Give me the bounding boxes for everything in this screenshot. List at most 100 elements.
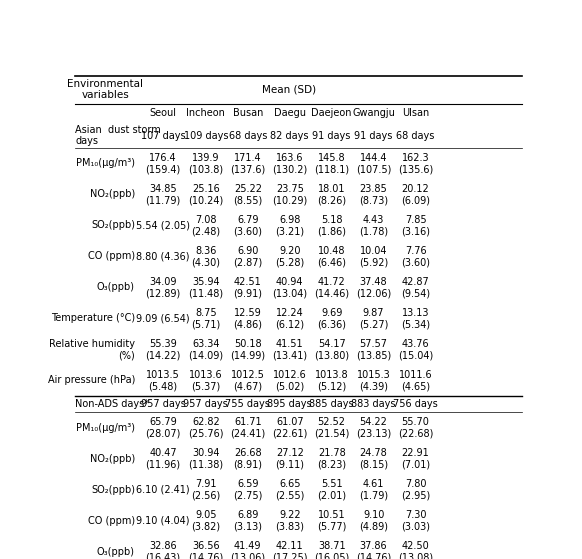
- Text: 755 days: 755 days: [225, 399, 270, 409]
- Text: 61.71
(24.41): 61.71 (24.41): [230, 417, 265, 439]
- Text: Temperature (°C): Temperature (°C): [51, 314, 135, 324]
- Text: 36.56
(14.76): 36.56 (14.76): [188, 541, 223, 559]
- Text: 63.34
(14.09): 63.34 (14.09): [188, 339, 223, 360]
- Text: 42.87
(9.54): 42.87 (9.54): [401, 277, 430, 299]
- Text: 162.3
(135.6): 162.3 (135.6): [398, 153, 433, 174]
- Text: 42.11
(17.25): 42.11 (17.25): [272, 541, 307, 559]
- Text: 1012.5
(4.67): 1012.5 (4.67): [231, 369, 265, 391]
- Text: 1013.8
(5.12): 1013.8 (5.12): [315, 369, 349, 391]
- Text: 91 days: 91 days: [313, 130, 351, 140]
- Text: PM₁₀(μg/m³): PM₁₀(μg/m³): [76, 423, 135, 433]
- Text: 25.22
(8.55): 25.22 (8.55): [233, 184, 262, 205]
- Text: 26.68
(8.91): 26.68 (8.91): [233, 448, 262, 470]
- Text: Ulsan: Ulsan: [402, 108, 429, 119]
- Text: 54.22
(23.13): 54.22 (23.13): [356, 417, 391, 439]
- Text: 27.12
(9.11): 27.12 (9.11): [275, 448, 304, 470]
- Text: 9.22
(3.83): 9.22 (3.83): [275, 510, 304, 532]
- Text: NO₂(ppb): NO₂(ppb): [90, 454, 135, 464]
- Text: PM₁₀(μg/m³): PM₁₀(μg/m³): [76, 159, 135, 168]
- Text: Environmental
variables: Environmental variables: [68, 79, 143, 101]
- Text: 40.47
(11.96): 40.47 (11.96): [146, 448, 180, 470]
- Text: 957 days: 957 days: [141, 399, 185, 409]
- Text: 6.98
(3.21): 6.98 (3.21): [275, 215, 304, 236]
- Text: 40.94
(13.04): 40.94 (13.04): [272, 277, 307, 299]
- Text: 12.24
(6.12): 12.24 (6.12): [275, 307, 304, 329]
- Text: CO (ppm): CO (ppm): [88, 516, 135, 526]
- Text: 163.6
(130.2): 163.6 (130.2): [272, 153, 307, 174]
- Text: 107 days: 107 days: [141, 130, 185, 140]
- Text: NO₂(ppb): NO₂(ppb): [90, 190, 135, 200]
- Text: 8.80 (4.36): 8.80 (4.36): [136, 252, 190, 262]
- Text: 7.85
(3.16): 7.85 (3.16): [401, 215, 430, 236]
- Text: 18.01
(8.26): 18.01 (8.26): [317, 184, 346, 205]
- Text: 9.87
(5.27): 9.87 (5.27): [359, 307, 388, 329]
- Text: 9.09 (6.54): 9.09 (6.54): [136, 314, 190, 324]
- Text: 9.05
(3.82): 9.05 (3.82): [191, 510, 221, 532]
- Text: 8.36
(4.30): 8.36 (4.30): [191, 245, 221, 267]
- Text: Incheon: Incheon: [186, 108, 225, 119]
- Text: Daejeon: Daejeon: [311, 108, 352, 119]
- Text: 62.82
(25.76): 62.82 (25.76): [188, 417, 223, 439]
- Text: 10.48
(6.46): 10.48 (6.46): [317, 245, 346, 267]
- Text: 6.90
(2.87): 6.90 (2.87): [233, 245, 262, 267]
- Text: 756 days: 756 days: [393, 399, 438, 409]
- Text: Busan: Busan: [233, 108, 263, 119]
- Text: 55.70
(22.68): 55.70 (22.68): [398, 417, 433, 439]
- Text: 957 days: 957 days: [183, 399, 228, 409]
- Text: 50.18
(14.99): 50.18 (14.99): [230, 339, 265, 360]
- Text: 1013.5
(5.48): 1013.5 (5.48): [146, 369, 180, 391]
- Text: 61.07
(22.61): 61.07 (22.61): [272, 417, 307, 439]
- Text: 895 days: 895 days: [267, 399, 312, 409]
- Text: 34.09
(12.89): 34.09 (12.89): [146, 277, 180, 299]
- Text: 144.4
(107.5): 144.4 (107.5): [356, 153, 391, 174]
- Text: 1011.6
(4.65): 1011.6 (4.65): [399, 369, 432, 391]
- Text: O₃(ppb): O₃(ppb): [97, 547, 135, 557]
- Text: 41.51
(13.41): 41.51 (13.41): [272, 339, 307, 360]
- Text: 38.71
(16.05): 38.71 (16.05): [314, 541, 349, 559]
- Text: 6.65
(2.55): 6.65 (2.55): [275, 479, 304, 500]
- Text: 12.59
(4.86): 12.59 (4.86): [233, 307, 262, 329]
- Text: 109 days: 109 days: [183, 130, 228, 140]
- Text: Mean (SD): Mean (SD): [262, 84, 316, 94]
- Text: 171.4
(137.6): 171.4 (137.6): [230, 153, 265, 174]
- Text: 1013.6
(5.37): 1013.6 (5.37): [189, 369, 223, 391]
- Text: 9.69
(6.36): 9.69 (6.36): [317, 307, 346, 329]
- Text: 5.51
(2.01): 5.51 (2.01): [317, 479, 346, 500]
- Text: 22.91
(7.01): 22.91 (7.01): [401, 448, 430, 470]
- Text: 9.10 (4.04): 9.10 (4.04): [136, 516, 190, 526]
- Text: 23.75
(10.29): 23.75 (10.29): [272, 184, 307, 205]
- Text: 7.30
(3.03): 7.30 (3.03): [401, 510, 430, 532]
- Text: 65.79
(28.07): 65.79 (28.07): [146, 417, 180, 439]
- Text: Seoul: Seoul: [150, 108, 176, 119]
- Text: 55.39
(14.22): 55.39 (14.22): [146, 339, 180, 360]
- Text: 21.78
(8.23): 21.78 (8.23): [317, 448, 346, 470]
- Text: 4.61
(1.79): 4.61 (1.79): [359, 479, 388, 500]
- Text: CO (ppm): CO (ppm): [88, 252, 135, 262]
- Text: 176.4
(159.4): 176.4 (159.4): [146, 153, 180, 174]
- Text: Daegu: Daegu: [274, 108, 306, 119]
- Text: 54.17
(13.80): 54.17 (13.80): [314, 339, 349, 360]
- Text: 42.51
(9.91): 42.51 (9.91): [233, 277, 262, 299]
- Text: 9.10
(4.89): 9.10 (4.89): [359, 510, 388, 532]
- Text: 6.10 (2.41): 6.10 (2.41): [136, 485, 190, 495]
- Text: 6.59
(2.75): 6.59 (2.75): [233, 479, 262, 500]
- Text: 885 days: 885 days: [310, 399, 354, 409]
- Text: 24.78
(8.15): 24.78 (8.15): [359, 448, 388, 470]
- Text: 6.89
(3.13): 6.89 (3.13): [233, 510, 262, 532]
- Text: 7.76
(3.60): 7.76 (3.60): [401, 245, 430, 267]
- Text: 1012.6
(5.02): 1012.6 (5.02): [273, 369, 307, 391]
- Text: SO₂(ppb): SO₂(ppb): [91, 485, 135, 495]
- Text: 68 days: 68 days: [396, 130, 435, 140]
- Text: 6.79
(3.60): 6.79 (3.60): [233, 215, 262, 236]
- Text: 8.75
(5.71): 8.75 (5.71): [191, 307, 221, 329]
- Text: Non-ADS days*: Non-ADS days*: [75, 399, 149, 409]
- Text: 25.16
(10.24): 25.16 (10.24): [188, 184, 223, 205]
- Text: Relative humidity
(%): Relative humidity (%): [49, 339, 135, 360]
- Text: 883 days: 883 days: [352, 399, 396, 409]
- Text: 139.9
(103.8): 139.9 (103.8): [188, 153, 223, 174]
- Text: 42.50
(13.08): 42.50 (13.08): [398, 541, 433, 559]
- Text: 91 days: 91 days: [354, 130, 393, 140]
- Text: 13.13
(5.34): 13.13 (5.34): [401, 307, 430, 329]
- Text: 145.8
(118.1): 145.8 (118.1): [314, 153, 349, 174]
- Text: 30.94
(11.38): 30.94 (11.38): [188, 448, 223, 470]
